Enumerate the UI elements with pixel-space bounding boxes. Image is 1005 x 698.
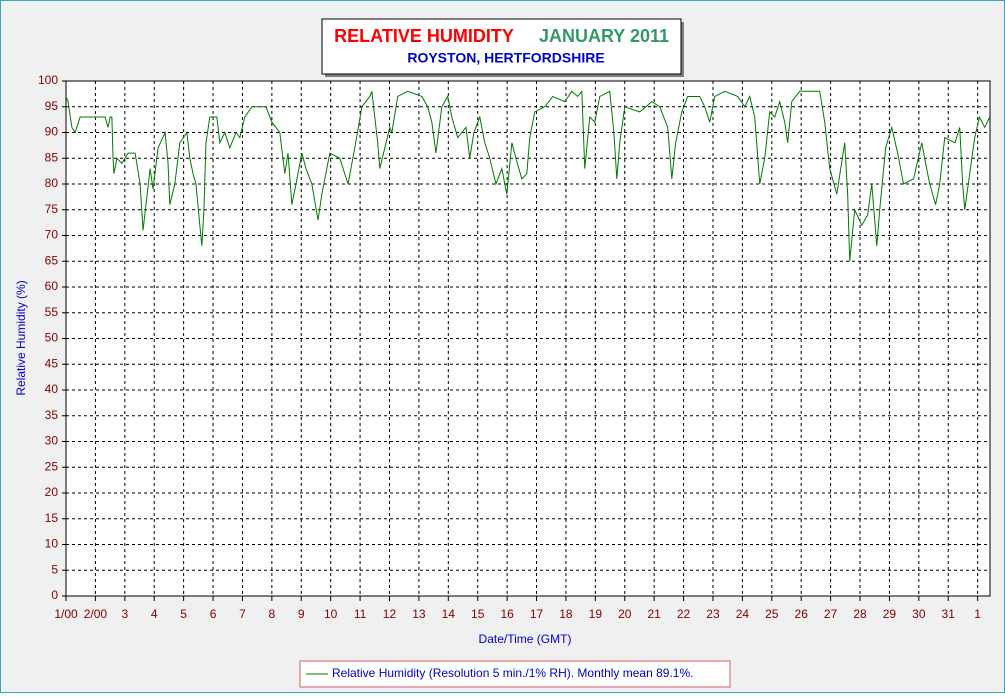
x-tick-label: 6 <box>210 607 217 621</box>
title-box <box>321 18 682 75</box>
x-tick-label: 7 <box>239 607 246 621</box>
x-tick-label: 20 <box>618 607 632 621</box>
y-tick-label: 90 <box>45 125 59 139</box>
x-tick-label: 11 <box>354 607 367 621</box>
x-tick-label: 1/00 <box>54 607 78 621</box>
x-tick-label: 18 <box>559 607 573 621</box>
y-tick-label: 65 <box>45 253 59 267</box>
chart-title-date: JANUARY 2011 <box>539 26 669 46</box>
y-tick-label: 75 <box>45 202 59 216</box>
y-tick-label: 40 <box>45 382 59 396</box>
y-tick-label: 60 <box>45 279 59 293</box>
y-tick-label: 5 <box>51 562 58 576</box>
chart-subtitle: ROYSTON, HERTFORDSHIRE <box>407 50 604 66</box>
x-tick-label: 29 <box>883 607 897 621</box>
legend-label: Relative Humidity (Resolution 5 min./1% … <box>332 666 693 680</box>
y-tick-label: 50 <box>45 331 59 345</box>
x-tick-label: 31 <box>942 607 956 621</box>
y-tick-label: 15 <box>45 511 59 525</box>
x-tick-label: 23 <box>706 607 720 621</box>
y-tick-label: 20 <box>45 485 59 499</box>
x-tick-label: 28 <box>853 607 867 621</box>
legend-box <box>299 660 731 688</box>
x-tick-label: 12 <box>383 607 397 621</box>
y-tick-label: 10 <box>45 537 59 551</box>
y-tick-label: 45 <box>45 356 59 370</box>
x-tick-label: 17 <box>530 607 544 621</box>
x-tick-label: 22 <box>677 607 691 621</box>
y-tick-label: 100 <box>38 73 58 87</box>
y-tick-label: 70 <box>45 228 59 242</box>
y-tick-label: 85 <box>45 150 59 164</box>
x-tick-label: 13 <box>412 607 426 621</box>
x-axis-label: Date/Time (GMT) <box>479 632 572 646</box>
y-axis-label: Relative Humidity (%) <box>14 280 28 395</box>
x-tick-label: 19 <box>589 607 603 621</box>
x-tick-label: 14 <box>442 607 456 621</box>
x-tick-label: 25 <box>765 607 779 621</box>
y-tick-label: 95 <box>45 99 59 113</box>
x-tick-label: 16 <box>500 607 514 621</box>
x-tick-label: 8 <box>269 607 276 621</box>
x-tick-label: 2/00 <box>84 607 108 621</box>
x-tick-label: 10 <box>324 607 338 621</box>
x-tick-label: 3 <box>121 607 128 621</box>
y-tick-label: 55 <box>45 305 59 319</box>
y-tick-label: 30 <box>45 434 59 448</box>
x-tick-label: 27 <box>824 607 838 621</box>
y-tick-label: 80 <box>45 176 59 190</box>
x-tick-label: 21 <box>647 607 661 621</box>
x-tick-label: 24 <box>736 607 750 621</box>
y-tick-label: 35 <box>45 408 59 422</box>
x-tick-label: 15 <box>471 607 485 621</box>
x-tick-label: 9 <box>298 607 305 621</box>
chart-title: RELATIVE HUMIDITY <box>334 26 514 46</box>
x-tick-label: 1 <box>974 607 981 621</box>
humidity-line <box>65 89 991 262</box>
x-tick-label: 26 <box>795 607 809 621</box>
x-tick-label: 30 <box>912 607 926 621</box>
y-tick-label: 25 <box>45 459 59 473</box>
x-tick-label: 4 <box>151 607 158 621</box>
x-tick-label: 5 <box>180 607 187 621</box>
y-tick-label: 0 <box>51 588 58 602</box>
